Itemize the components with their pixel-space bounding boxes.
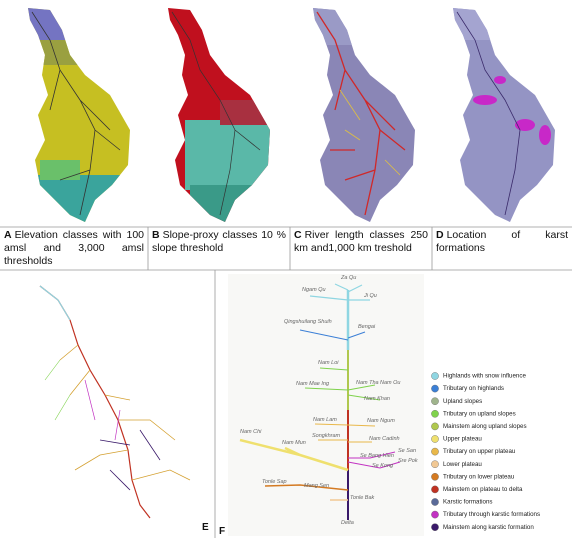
river-label: Nam Khan: [364, 396, 390, 402]
map-b: [140, 0, 290, 230]
legend-swatch: [431, 435, 438, 442]
legend-swatch: [431, 423, 438, 430]
caption-text: Slope-proxy classes 10 % slope threshold: [152, 229, 286, 254]
river-label: Ji Qu: [363, 293, 377, 299]
map-c: [285, 0, 435, 230]
river-label: Tonle Sap: [262, 479, 287, 485]
river-label: Se Bang Hien: [360, 453, 394, 459]
panel-letter: B: [152, 229, 160, 241]
legend-label: Upper plateau: [443, 436, 482, 443]
legend-swatch: [431, 372, 438, 379]
legend-label: Mainstem along karstic formation: [443, 524, 534, 531]
legend-label: Highlands with snow influence: [443, 373, 526, 380]
legend-label: Mainstem on plateau to delta: [443, 486, 523, 493]
legend-swatch: [431, 410, 438, 417]
legend-label: Karstic formations: [443, 499, 493, 506]
river-label: Nam Chi: [240, 429, 262, 435]
river-label: Se Kong: [372, 463, 394, 469]
legend-swatch: [431, 398, 438, 405]
legend-label: Mainstem along upland slopes: [443, 423, 527, 430]
river-label: Nam Ou: [380, 380, 400, 386]
map-e: [40, 286, 190, 518]
legend-label: Lower plateau: [443, 461, 482, 468]
map-a: [0, 0, 150, 235]
maps: EF Za Qu Ngam Qu Ji Qu Qingshuilang Shuih Ben…: [0, 0, 572, 538]
legend-swatch: [431, 461, 438, 468]
river-label: Nam Lam: [313, 417, 337, 423]
panel-letter: E: [202, 522, 209, 533]
river-label: Mang Sen: [304, 483, 329, 489]
legend-swatch: [431, 498, 438, 505]
river-label: Bengai: [358, 324, 376, 330]
legend-swatch: [431, 511, 438, 518]
river-label: Tonle Bak: [350, 495, 375, 501]
caption-text: Location of karst formations: [436, 229, 568, 254]
river-label: Nam Mun: [282, 440, 306, 446]
river-label: Sre Pok: [398, 458, 418, 464]
river-label: Ngam Qu: [302, 287, 326, 293]
river-label: Nam Loi: [318, 360, 339, 366]
panel-letter: D: [436, 229, 444, 241]
legend-swatch: [431, 473, 438, 480]
caption-text: Elevation classes with 100 amsl and 3,00…: [4, 229, 144, 267]
panel-letter: C: [294, 229, 302, 241]
river-label: Delta: [341, 520, 354, 526]
legend-swatch: [431, 448, 438, 455]
river-label: Songkhram: [312, 433, 341, 439]
river-label: Qingshuilang Shuih: [284, 319, 332, 325]
map-d: [425, 0, 572, 230]
scheme-f: [228, 274, 424, 536]
river-label: Za Qu: [340, 275, 356, 281]
figure: EF Za Qu Ngam Qu Ji Qu Qingshuilang Shuih Ben…: [0, 0, 572, 538]
river-label: Nam Tha: [356, 380, 379, 386]
legend-swatch: [431, 524, 438, 531]
legend-label: Tributary on lower plateau: [443, 473, 515, 480]
legend-label: Tributary on highlands: [443, 385, 504, 392]
legend-swatch: [431, 486, 438, 493]
river-label: Se San: [398, 448, 416, 454]
legend-label: Tributary through karstic formations: [443, 511, 540, 518]
river-label: Nam Cadinh: [369, 436, 400, 442]
panel-letter: A: [4, 229, 12, 241]
legend-label: Tributary on upper plateau: [443, 448, 516, 455]
legend-swatch: [431, 385, 438, 392]
river-label: Nam Ngum: [367, 418, 395, 424]
caption-text: River length classes 250 km and1,000 km …: [294, 229, 428, 254]
legend-label: Upland slopes: [443, 398, 482, 405]
panel-letter: F: [219, 526, 225, 537]
river-label: Nam Mae Ing: [296, 381, 330, 387]
legend-label: Tributary on upland slopes: [443, 410, 516, 417]
